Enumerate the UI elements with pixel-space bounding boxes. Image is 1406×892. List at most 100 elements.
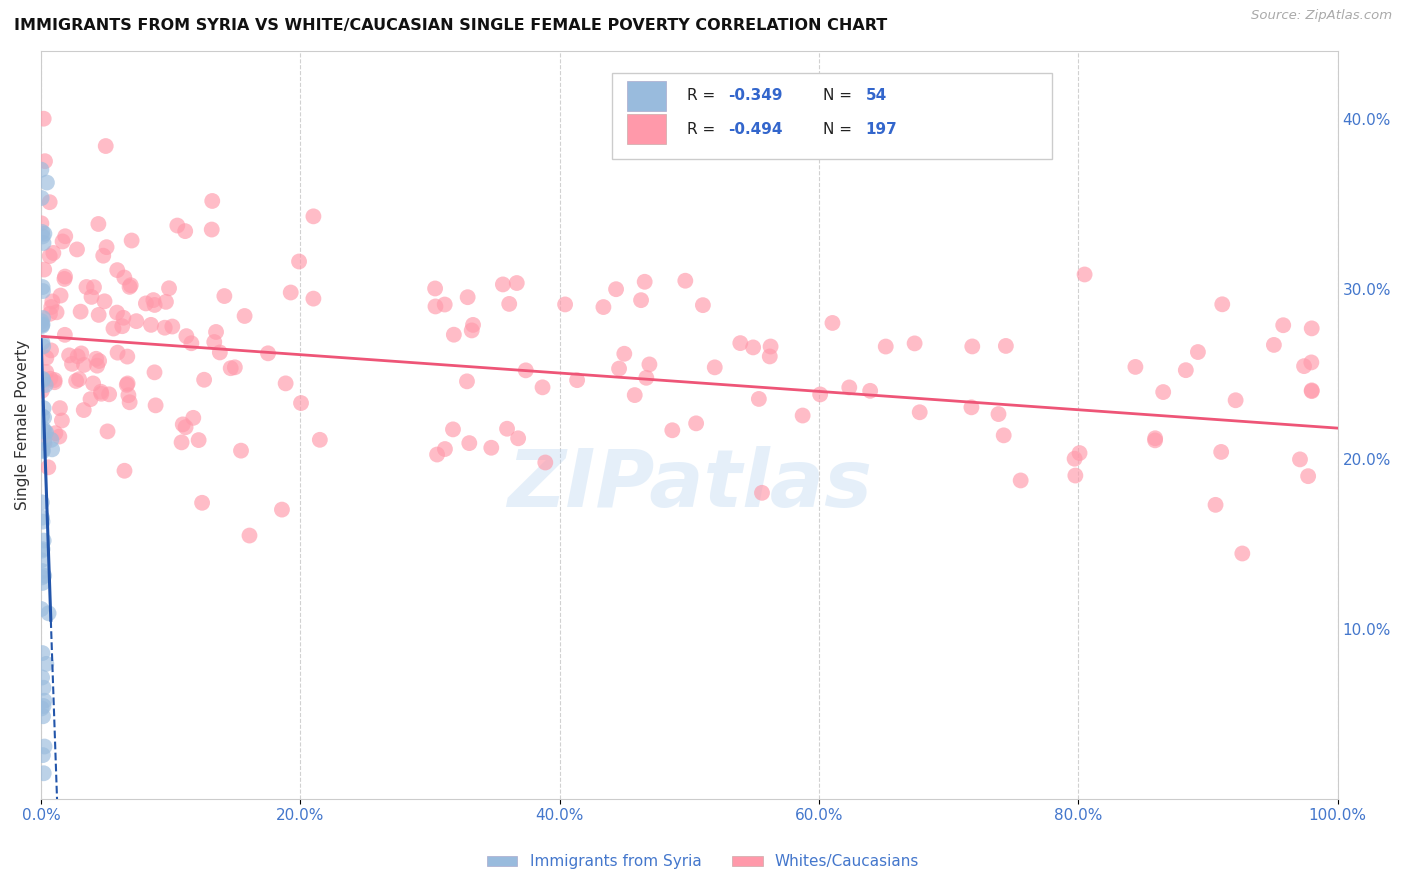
Point (748, 392, 770, 406)
Point (1064, 468, 1087, 483)
Point (112, 310, 135, 325)
Point (181, 410, 204, 425)
Point (32, 698, 55, 713)
Point (492, 277, 515, 292)
FancyBboxPatch shape (612, 73, 1053, 159)
Point (30, 216, 52, 230)
Point (115, 377, 138, 392)
Point (35, 351, 58, 365)
Point (41, 294, 63, 309)
Point (30, 602, 52, 616)
Point (1152, 385, 1174, 400)
Point (39, 343, 62, 358)
Point (32, 681, 55, 695)
Point (426, 448, 449, 462)
Point (53, 269, 76, 284)
Point (751, 485, 773, 500)
Point (83, 280, 105, 294)
Point (1301, 384, 1323, 398)
Point (31, 318, 53, 332)
Point (433, 297, 456, 311)
Point (661, 423, 683, 437)
Point (742, 340, 765, 354)
Point (638, 358, 661, 372)
Point (32, 410, 55, 425)
Point (673, 274, 696, 288)
Point (201, 222, 224, 236)
Point (96, 240, 118, 254)
Point (808, 387, 831, 401)
Point (962, 339, 984, 353)
Point (51, 413, 73, 427)
Point (31, 280, 53, 294)
Point (280, 285, 302, 300)
Point (224, 360, 246, 375)
Point (1174, 363, 1197, 377)
Point (613, 347, 636, 361)
Point (205, 325, 228, 339)
Point (87, 308, 110, 322)
Point (35, 365, 58, 379)
Point (31, 191, 53, 205)
Point (44, 426, 66, 441)
Point (1232, 547, 1254, 561)
Point (31, 318, 53, 332)
Point (31, 543, 53, 558)
Point (1125, 359, 1147, 374)
Point (1073, 268, 1095, 282)
Text: 54: 54 (866, 88, 887, 103)
Point (32, 533, 55, 548)
Point (32, 401, 55, 416)
Point (174, 420, 197, 434)
Point (76, 280, 98, 294)
Point (48, 429, 70, 443)
Point (531, 380, 554, 394)
Point (605, 282, 627, 296)
Point (201, 194, 224, 208)
Point (1301, 355, 1323, 369)
Point (31, 318, 53, 333)
Point (38, 607, 60, 621)
Point (1301, 321, 1323, 335)
Point (117, 376, 139, 391)
Text: Source: ZipAtlas.com: Source: ZipAtlas.com (1251, 9, 1392, 22)
Point (32, 422, 55, 436)
Point (53, 327, 76, 342)
Point (634, 275, 657, 289)
Point (703, 360, 725, 375)
Point (508, 431, 530, 445)
Point (112, 270, 135, 285)
Point (1144, 431, 1167, 445)
Point (1263, 338, 1285, 352)
Point (31, 384, 53, 398)
Point (39, 300, 62, 314)
Point (30, 314, 52, 328)
Point (875, 339, 897, 353)
Point (32, 339, 55, 353)
Point (32, 235, 55, 250)
Point (35, 176, 58, 190)
Point (1211, 297, 1233, 311)
Point (67, 372, 90, 386)
Point (35, 657, 58, 671)
Point (31, 444, 53, 458)
Point (1292, 359, 1315, 373)
Point (821, 316, 844, 330)
Point (170, 435, 193, 450)
Y-axis label: Single Female Poverty: Single Female Poverty (15, 340, 30, 510)
Point (174, 224, 197, 238)
Point (904, 336, 927, 351)
Point (219, 361, 242, 376)
Point (458, 436, 481, 450)
Point (34, 433, 56, 447)
Point (1272, 318, 1295, 333)
Point (31, 515, 53, 529)
Point (233, 309, 256, 323)
Point (66, 243, 89, 257)
Point (208, 345, 231, 359)
Text: IMMIGRANTS FROM SYRIA VS WHITE/CAUCASIAN SINGLE FEMALE POVERTY CORRELATION CHART: IMMIGRANTS FROM SYRIA VS WHITE/CAUCASIAN… (14, 18, 887, 33)
Point (30, 162, 52, 177)
Point (180, 336, 202, 351)
Point (623, 388, 645, 402)
Point (96, 425, 118, 439)
